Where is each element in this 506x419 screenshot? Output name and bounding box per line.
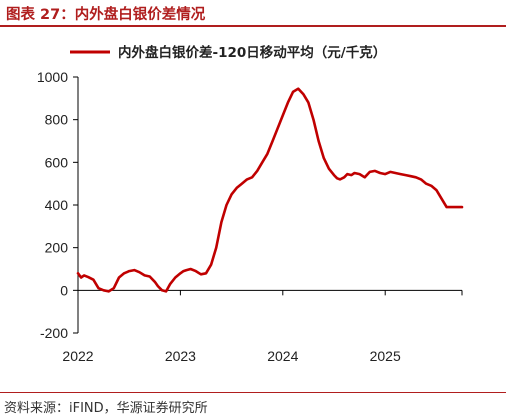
series-line — [76, 87, 464, 293]
y-tick-label: 600 — [45, 154, 69, 170]
x-tick-label: 2024 — [267, 348, 298, 364]
x-tick-label: 2022 — [62, 348, 93, 364]
y-tick-label: 200 — [45, 240, 69, 256]
y-tick-label: -200 — [40, 325, 68, 341]
figure-title: 图表 27：内外盘白银价差情况 — [6, 7, 206, 23]
title-rule — [0, 25, 506, 27]
source-rule — [0, 392, 506, 393]
y-tick-label: 0 — [60, 282, 68, 298]
x-tick-label: 2023 — [165, 348, 196, 364]
y-tick-label: 1000 — [37, 69, 68, 85]
y-tick-label: 800 — [45, 112, 69, 128]
y-tick-label: 400 — [45, 197, 69, 213]
legend-label: 内外盘白银价差-120日移动平均（元/千克） — [118, 44, 386, 61]
source-note: 资料来源：iFIND，华源证券研究所 — [4, 401, 208, 416]
chart: 内外盘白银价差-120日移动平均（元/千克） 1000 800 600 400 200 0 -… — [37, 44, 464, 364]
x-tick-label: 2025 — [370, 348, 401, 364]
